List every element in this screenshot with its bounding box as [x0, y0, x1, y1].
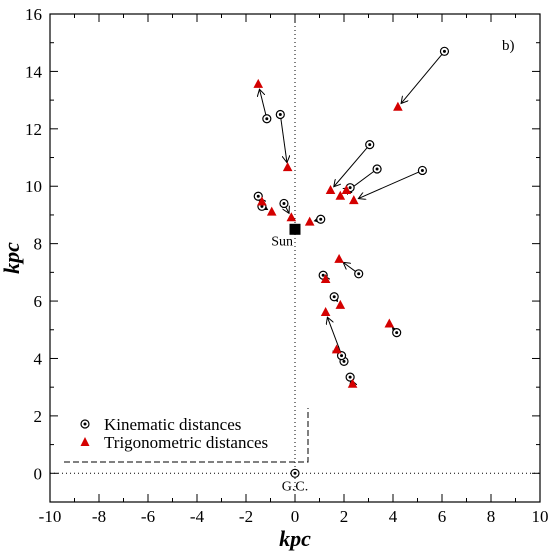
x-tick-label: 10: [532, 507, 549, 526]
displacement-arrow: [343, 262, 356, 272]
kinematic-point: [329, 292, 339, 302]
trigonometric-point: [393, 101, 403, 111]
kinematic-point: [316, 214, 326, 224]
kinematic-point: [365, 140, 375, 150]
y-tick-label: 2: [34, 407, 43, 426]
panel-label: b): [502, 38, 515, 54]
data-markers: [253, 46, 450, 478]
kinematic-point: [417, 165, 427, 176]
kinematic-point: [279, 198, 289, 209]
kinematic-point: [392, 328, 402, 338]
x-axis-label: kpc: [279, 526, 311, 551]
y-tick-label: 8: [34, 235, 43, 254]
axis-ticks: -10 -8 -6 -4 -2 0 2 4 6 8 10 0 2 4 6 8 10 12 14 16: [25, 5, 549, 526]
legend-trigonometric-label: Trigonometric distances: [104, 433, 268, 452]
trigonometric-point: [331, 344, 342, 354]
y-tick-label: 4: [34, 349, 43, 368]
trigonometric-point: [384, 318, 395, 328]
trigonometric-point: [253, 78, 264, 88]
displacement-arrow: [280, 118, 287, 162]
displacement-arrow: [401, 54, 443, 103]
trigonometric-point: [266, 206, 277, 216]
x-tick-label: -2: [239, 507, 253, 526]
y-tick-label: 10: [25, 177, 42, 196]
y-tick-label: 12: [25, 120, 42, 139]
kinematic-point: [275, 109, 285, 120]
legend-trigonometric-icon: [80, 437, 90, 446]
y-tick-label: 0: [34, 464, 43, 483]
y-axis-label: kpc: [0, 242, 24, 274]
trigonometric-point: [341, 185, 352, 195]
kinematic-point: [345, 372, 355, 382]
trigonometric-point: [286, 212, 297, 222]
x-tick-label: 6: [438, 507, 447, 526]
sun-label: Sun: [271, 234, 293, 249]
x-tick-label: 4: [389, 507, 398, 526]
trigonometric-point: [325, 185, 336, 195]
trigonometric-point: [335, 299, 346, 309]
trigonometric-point: [335, 190, 346, 200]
kinematic-point: [336, 351, 347, 361]
kinematic-point: [354, 269, 364, 279]
x-tick-label: -6: [141, 507, 155, 526]
displacement-arrow: [259, 89, 267, 116]
trigonometric-point: [349, 195, 359, 205]
gc-label: G.C.: [282, 479, 308, 494]
kinematic-point: [439, 46, 450, 56]
displacement-arrows: [259, 54, 443, 381]
gc-marker: [290, 468, 300, 478]
legend-kinematic-icon: [80, 419, 90, 429]
trigonometric-point: [282, 162, 293, 172]
x-tick-label: -4: [190, 507, 205, 526]
trigonometric-point: [347, 378, 358, 388]
displacement-arrow: [286, 207, 289, 213]
displacement-arrow: [334, 147, 368, 187]
y-tick-label: 6: [34, 292, 43, 311]
kinematic-point: [262, 114, 272, 124]
legend-kinematic-label: Kinematic distances: [104, 415, 241, 434]
x-tick-label: -10: [39, 507, 62, 526]
x-tick-label: 8: [487, 507, 496, 526]
sun-marker: Sun: [271, 223, 301, 249]
legend: Kinematic distances Trigonometric distan…: [64, 408, 309, 463]
x-tick-label: -8: [92, 507, 106, 526]
displacement-arrow: [358, 171, 419, 199]
y-tick-label: 14: [25, 62, 43, 81]
trigonometric-point: [320, 274, 331, 284]
sun-square: [289, 223, 301, 235]
kinematic-point: [372, 164, 382, 174]
trigonometric-point: [320, 307, 331, 317]
x-tick-label: 2: [340, 507, 349, 526]
kinematic-point: [253, 191, 263, 201]
legend-box: [64, 408, 309, 463]
y-tick-label: 16: [25, 5, 42, 24]
trigonometric-point: [257, 196, 267, 206]
x-tick-label: 0: [291, 507, 300, 526]
trigonometric-point: [334, 253, 344, 263]
trigonometric-point: [304, 216, 315, 226]
